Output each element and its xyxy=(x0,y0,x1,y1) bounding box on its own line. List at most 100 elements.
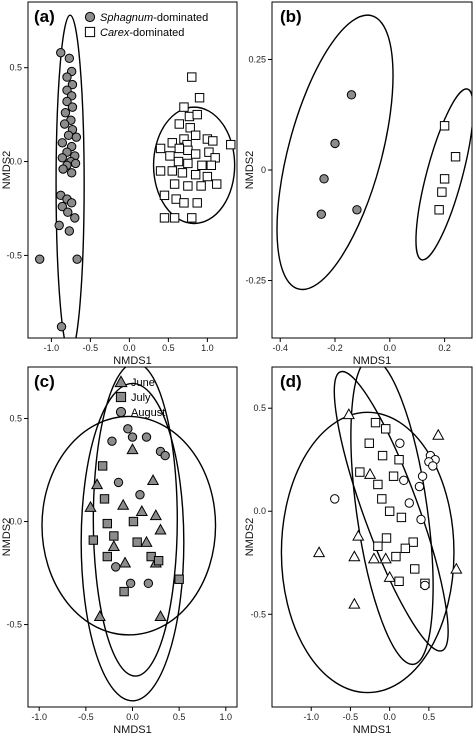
data-point xyxy=(187,213,197,223)
data-point xyxy=(197,160,207,171)
data-point xyxy=(63,130,74,140)
y-tick-label: 0 xyxy=(261,165,266,175)
plot-frame xyxy=(271,1,473,339)
y-axis-title: NMDS2 xyxy=(244,518,256,557)
legend-entry: July xyxy=(131,392,151,404)
data-point xyxy=(373,541,383,551)
x-tick-label: 0.2 xyxy=(438,343,451,353)
data-point xyxy=(179,102,189,112)
data-point xyxy=(399,475,409,486)
data-point xyxy=(141,432,152,442)
series-sphagnum-dominated xyxy=(34,47,82,332)
confidence-ellipse xyxy=(350,367,434,666)
data-point xyxy=(111,562,121,572)
ellipse-group xyxy=(41,367,217,702)
data-point xyxy=(377,450,388,461)
data-point xyxy=(183,145,193,155)
data-point xyxy=(62,72,72,82)
data-point xyxy=(394,576,404,587)
y-axis-title: NMDS2 xyxy=(1,151,13,190)
data-point xyxy=(126,443,139,455)
confidence-ellipse xyxy=(80,382,185,702)
data-point xyxy=(312,546,326,558)
data-point xyxy=(346,90,357,100)
data-point xyxy=(370,417,381,428)
y-axis-title: NMDS2 xyxy=(1,518,13,557)
data-point xyxy=(416,514,426,525)
data-point xyxy=(132,537,142,547)
legend-entry: June xyxy=(131,377,155,389)
data-point xyxy=(381,533,392,543)
data-point xyxy=(99,494,110,504)
data-point xyxy=(57,138,68,148)
data-point xyxy=(367,552,381,564)
series-carex-dominated xyxy=(155,72,236,223)
data-point xyxy=(102,518,113,529)
data-point xyxy=(183,181,193,191)
legend: Sphagnum-dominated Carex-dominated xyxy=(84,11,208,39)
data-point xyxy=(155,166,166,176)
data-point xyxy=(174,574,184,584)
data-point xyxy=(57,153,68,163)
data-point xyxy=(123,424,133,434)
data-point xyxy=(395,438,405,448)
data-point xyxy=(60,108,71,118)
data-point xyxy=(66,168,77,178)
x-tick-label: -0.5 xyxy=(343,712,359,722)
data-point xyxy=(330,494,340,504)
y-tick-label: 0.5 xyxy=(9,63,22,73)
data-point xyxy=(167,166,177,176)
legend-circle-icon xyxy=(84,11,96,23)
y-tick-label: 0.25 xyxy=(248,54,266,64)
data-point xyxy=(187,72,197,82)
data-point xyxy=(88,535,99,545)
confidence-ellipse xyxy=(276,14,394,291)
data-point xyxy=(56,47,66,58)
data-point xyxy=(202,171,213,182)
series-square-white xyxy=(434,121,461,215)
data-point xyxy=(63,207,73,217)
panel-label: (d) xyxy=(280,372,302,391)
data-point xyxy=(226,139,236,150)
data-point xyxy=(381,424,391,434)
x-tick-label: 1.0 xyxy=(201,343,214,353)
data-point xyxy=(384,506,395,516)
ellipse-group xyxy=(55,14,236,338)
data-point xyxy=(316,209,327,219)
data-point xyxy=(57,201,68,212)
data-point xyxy=(56,322,67,332)
x-tick-label: 0.0 xyxy=(123,343,136,353)
data-point xyxy=(439,174,450,184)
data-point xyxy=(127,432,138,442)
data-point xyxy=(34,254,45,264)
data-point xyxy=(348,597,361,609)
data-point xyxy=(391,551,401,562)
y-tick-label: 0.5 xyxy=(9,414,22,424)
data-point xyxy=(154,523,167,535)
data-point xyxy=(70,213,80,223)
data-point xyxy=(206,160,216,171)
data-point xyxy=(169,213,180,223)
data-point xyxy=(183,158,193,169)
data-point xyxy=(107,539,120,551)
y-tick-label: 0.0 xyxy=(9,157,22,167)
x-tick-label: -1.0 xyxy=(44,343,60,353)
legend-entry: Sphagnum-dominated xyxy=(100,12,208,24)
x-tick-label: 0.0 xyxy=(384,343,397,353)
data-point xyxy=(113,477,124,488)
confidence-ellipse xyxy=(92,367,178,677)
legend-square-icon xyxy=(84,26,96,38)
x-tick-label: -0.4 xyxy=(272,343,288,353)
data-point xyxy=(117,498,130,510)
data-point xyxy=(190,130,201,140)
y-tick-label: 0.0 xyxy=(9,517,22,527)
legend-square-icon xyxy=(115,391,127,403)
y-tick-label: -0.5 xyxy=(6,620,22,630)
data-point xyxy=(352,529,365,541)
data-point xyxy=(67,79,78,90)
data-point xyxy=(97,461,108,471)
data-point xyxy=(192,109,202,120)
data-point xyxy=(414,481,425,492)
data-point xyxy=(135,504,148,516)
data-point xyxy=(434,205,444,215)
